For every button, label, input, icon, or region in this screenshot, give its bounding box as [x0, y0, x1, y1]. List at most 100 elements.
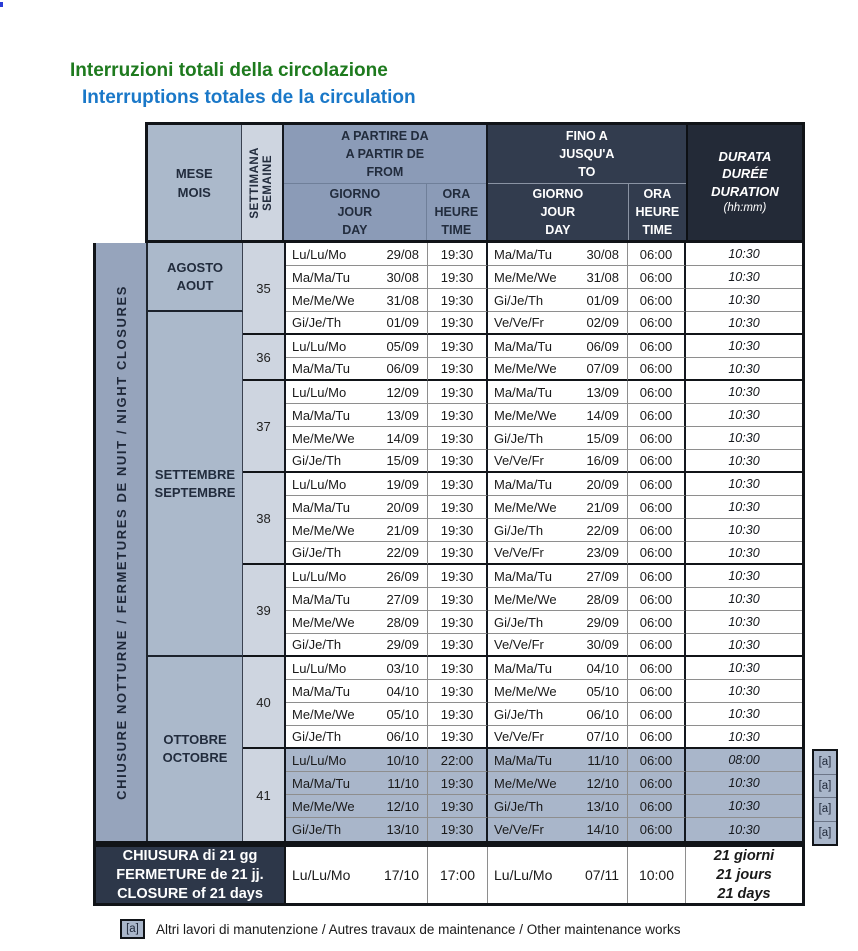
from-day-cell: Me/Me/We 12/10 [286, 795, 428, 818]
from-time-cell: 19:30 [428, 450, 488, 473]
closure-to-time-cell: 10:00 [628, 847, 686, 903]
month-header-line: MESE [175, 165, 213, 181]
from-time-cell: 19:30 [428, 427, 488, 450]
from-day-cell: Ma/Ma/Tu 06/09 [286, 358, 428, 381]
to-time-cell: 06:00 [628, 404, 686, 427]
to-day-cell: Ve/Ve/Fr 07/10 [488, 726, 628, 749]
closure-to-day-cell: Lu/Lu/Mo 07/11 [488, 847, 628, 903]
from-time-cell: 19:30 [428, 404, 488, 427]
to-day-cell: Gi/Je/Th 01/09 [488, 289, 628, 312]
duration-cell: 10:30 [686, 358, 802, 381]
from-group-label: A PARTIRE DA A PARTIR DE FROM [341, 129, 429, 179]
from-day-cell: Gi/Je/Th 22/09 [286, 542, 428, 565]
from-day-cell: Ma/Ma/Tu 13/09 [286, 404, 428, 427]
to-time-cell: 06:00 [628, 818, 686, 841]
from-day-cell: Lu/Lu/Mo 10/10 [286, 749, 428, 772]
from-time-cell: 19:30 [428, 312, 488, 335]
long-closure-label: CHIUSURA di 21 gg FERMETURE de 21 jj. CL… [96, 847, 286, 903]
duration-cell: 10:30 [686, 634, 802, 657]
to-time-cell: 06:00 [628, 657, 686, 680]
to-time-cell: 06:00 [628, 772, 686, 795]
to-group-label: FINO A JUSQU'A TO [559, 129, 615, 179]
from-day-cell: Me/Me/We 31/08 [286, 289, 428, 312]
footnote: [a] Altri lavori di manutenzione / Autre… [120, 919, 681, 939]
to-day-cell: Ma/Ma/Tu 11/10 [488, 749, 628, 772]
from-time-cell: 19:30 [428, 726, 488, 749]
from-day-cell: Gi/Je/Th 06/10 [286, 726, 428, 749]
to-time-cell: 06:00 [628, 703, 686, 726]
to-day-cell: Me/Me/We 28/09 [488, 588, 628, 611]
from-time-cell: 19:30 [428, 795, 488, 818]
to-time-cell: 06:00 [628, 634, 686, 657]
from-time-cell: 19:30 [428, 634, 488, 657]
to-day-cell: Ve/Ve/Fr 16/09 [488, 450, 628, 473]
from-time-cell: 19:30 [428, 565, 488, 588]
duration-cell: 10:30 [686, 680, 802, 703]
from-day-cell: Me/Me/We 21/09 [286, 519, 428, 542]
duration-cell: 10:30 [686, 473, 802, 496]
to-time-subheader: ORA HEURE TIME [627, 184, 686, 240]
to-day-cell: Me/Me/We 12/10 [488, 772, 628, 795]
month-cell: OTTOBRE OCTOBRE [148, 657, 243, 841]
from-day-cell: Lu/Lu/Mo 19/09 [286, 473, 428, 496]
duration-cell: 10:30 [686, 404, 802, 427]
from-day-cell: Ma/Ma/Tu 04/10 [286, 680, 428, 703]
to-day-cell: Ve/Ve/Fr 14/10 [488, 818, 628, 841]
to-time-cell: 06:00 [628, 335, 686, 358]
from-time-cell: 19:30 [428, 381, 488, 404]
to-day-cell: Ve/Ve/Fr 02/09 [488, 312, 628, 335]
to-day-cell: Ma/Ma/Tu 30/08 [488, 243, 628, 266]
footnote-marker: [a] [818, 826, 832, 839]
footnote-marker: [a] [814, 775, 836, 798]
from-day-cell: Gi/Je/Th 29/09 [286, 634, 428, 657]
duration-cell: 10:30 [686, 266, 802, 289]
to-time-cell: 06:00 [628, 749, 686, 772]
to-day-cell: Ve/Ve/Fr 23/09 [488, 542, 628, 565]
week-header-line: SETTIMANA [249, 146, 262, 219]
from-time-cell: 19:30 [428, 243, 488, 266]
to-time-cell: 06:00 [628, 726, 686, 749]
footnote-marker-box: [a] [120, 919, 145, 939]
from-time-cell: 19:30 [428, 680, 488, 703]
from-day-cell: Ma/Ma/Tu 27/09 [286, 588, 428, 611]
to-day-subheader: GIORNO JOUR DAY [532, 187, 584, 237]
schedule-grid: CHIUSURE NOTTURNE / FERMETURES DE NUIT /… [93, 243, 805, 844]
to-time-cell: 06:00 [628, 519, 686, 542]
duration-cell: 10:30 [686, 657, 802, 680]
month-header-line: MOIS [177, 184, 211, 200]
to-day-cell: Ma/Ma/Tu 04/10 [488, 657, 628, 680]
duration-cell: 10:30 [686, 427, 802, 450]
footnote-marker-column: [a] [a] [a] [a] [812, 749, 838, 846]
to-day-cell: Me/Me/We 31/08 [488, 266, 628, 289]
to-day-cell: Ma/Ma/Tu 20/09 [488, 473, 628, 496]
closure-from-time-cell: 17:00 [428, 847, 488, 903]
from-time-cell: 19:30 [428, 703, 488, 726]
week-number-cell: 36 [243, 335, 286, 381]
to-day-cell: Gi/Je/Th 29/09 [488, 611, 628, 634]
column-header-month: MESE MOIS [148, 125, 242, 240]
duration-cell: 10:30 [686, 335, 802, 358]
column-header-from: A PARTIRE DA A PARTIR DE FROM GIORNO JOU… [283, 125, 488, 240]
to-time-cell: 06:00 [628, 795, 686, 818]
from-day-cell: Lu/Lu/Mo 05/09 [286, 335, 428, 358]
week-number-cell: 41 [243, 749, 286, 841]
to-day-cell: Me/Me/We 05/10 [488, 680, 628, 703]
page-title-italian: Interruzioni totali della circolazione [70, 60, 388, 81]
duration-cell: 10:30 [686, 519, 802, 542]
to-day-cell: Ma/Ma/Tu 06/09 [488, 335, 628, 358]
from-day-cell: Me/Me/We 28/09 [286, 611, 428, 634]
week-header-line: SEMAINE [262, 154, 275, 211]
from-day-cell: Ma/Ma/Tu 20/09 [286, 496, 428, 519]
from-day-cell: Lu/Lu/Mo 12/09 [286, 381, 428, 404]
to-day-cell: Ve/Ve/Fr 30/09 [488, 634, 628, 657]
from-day-cell: Lu/Lu/Mo 29/08 [286, 243, 428, 266]
from-day-cell: Me/Me/We 05/10 [286, 703, 428, 726]
duration-cell: 10:30 [686, 588, 802, 611]
closure-duration-cell: 21 giorni 21 jours 21 days [713, 847, 775, 902]
duration-cell: 10:30 [686, 565, 802, 588]
from-time-cell: 19:30 [428, 542, 488, 565]
from-time-cell: 19:30 [428, 772, 488, 795]
duration-cell: 10:30 [686, 312, 802, 335]
column-header-duration: DURATA DURÉE DURATION (hh:mm) [687, 125, 802, 240]
from-day-cell: Ma/Ma/Tu 30/08 [286, 266, 428, 289]
